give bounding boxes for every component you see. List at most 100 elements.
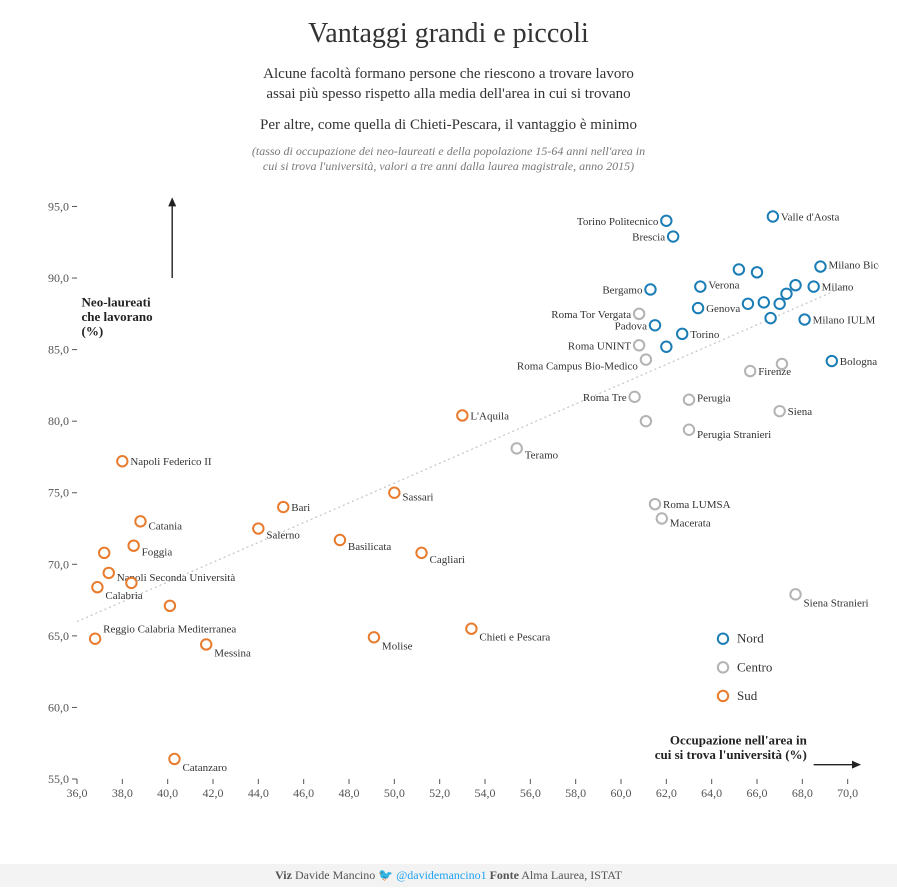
data-point bbox=[103, 567, 113, 577]
y-axis-arrowhead bbox=[168, 197, 176, 206]
data-point bbox=[767, 211, 777, 221]
data-point bbox=[790, 280, 800, 290]
point-label: Reggio Calabria Mediterranea bbox=[103, 623, 236, 635]
data-point bbox=[733, 264, 743, 274]
data-point bbox=[677, 328, 687, 338]
data-point bbox=[89, 633, 99, 643]
legend-label: Sud bbox=[737, 688, 758, 703]
data-point bbox=[640, 354, 650, 364]
data-point bbox=[640, 416, 650, 426]
data-point bbox=[368, 632, 378, 642]
point-label: Brescia bbox=[632, 231, 665, 243]
x-tick-label: 62,0 bbox=[655, 786, 676, 800]
y-tick-label: 55,0 bbox=[48, 772, 69, 786]
note-line2: cui si trova l'università, valori a tre … bbox=[263, 159, 634, 173]
credits-source: Alma Laurea, ISTAT bbox=[521, 868, 622, 882]
point-label: Torino bbox=[690, 329, 720, 341]
point-label: Perugia Stranieri bbox=[697, 428, 771, 440]
x-tick-label: 46,0 bbox=[293, 786, 314, 800]
point-label: Milano Bicocca bbox=[828, 259, 879, 271]
credits-twitter: @davidemancino1 bbox=[396, 868, 486, 882]
x-tick-label: 54,0 bbox=[474, 786, 495, 800]
data-point bbox=[253, 523, 263, 533]
data-point bbox=[389, 487, 399, 497]
point-label: Molise bbox=[381, 640, 412, 652]
data-point bbox=[751, 267, 761, 277]
point-label: Siena bbox=[787, 406, 812, 418]
data-point bbox=[645, 284, 655, 294]
data-point bbox=[774, 406, 784, 416]
point-label: Genova bbox=[706, 303, 740, 315]
subtitle-line1: Alcune facoltà formano persone che riesc… bbox=[263, 66, 634, 82]
data-point bbox=[799, 314, 809, 324]
legend-label: Centro bbox=[737, 659, 772, 674]
data-point bbox=[661, 341, 671, 351]
note-line1: (tasso di occupazione dei neo-laureati e… bbox=[252, 144, 645, 158]
y-axis-label: che lavorano bbox=[81, 309, 152, 324]
subtitle-line2: assai più spesso rispetto alla media del… bbox=[266, 86, 630, 102]
data-point bbox=[656, 513, 666, 523]
point-label: Messina bbox=[214, 647, 251, 659]
data-point bbox=[667, 231, 677, 241]
data-point bbox=[633, 308, 643, 318]
credits-author: Davide Mancino bbox=[295, 868, 375, 882]
x-tick-label: 44,0 bbox=[247, 786, 268, 800]
point-label: Padova bbox=[614, 320, 647, 332]
data-point bbox=[781, 288, 791, 298]
x-tick-label: 56,0 bbox=[519, 786, 540, 800]
point-label: Milano IULM bbox=[812, 314, 875, 326]
point-label: Roma UNINT bbox=[567, 340, 631, 352]
point-label: Napoli Federico II bbox=[130, 456, 212, 468]
point-label: Basilicata bbox=[347, 541, 390, 553]
x-axis-arrowhead bbox=[852, 760, 861, 768]
data-point bbox=[692, 303, 702, 313]
source-label: Fonte bbox=[490, 868, 519, 882]
data-point bbox=[661, 215, 671, 225]
point-label: Verona bbox=[708, 279, 739, 291]
point-label: Cagliari bbox=[429, 554, 464, 566]
data-point bbox=[278, 502, 288, 512]
point-label: Roma Tor Vergata bbox=[551, 309, 631, 321]
x-tick-label: 68,0 bbox=[791, 786, 812, 800]
data-point bbox=[169, 753, 179, 763]
chart-container: Vantaggi grandi e piccoli Alcune facoltà… bbox=[0, 0, 897, 891]
x-tick-label: 52,0 bbox=[429, 786, 450, 800]
y-tick-label: 70,0 bbox=[48, 557, 69, 571]
point-label: Salerno bbox=[266, 529, 300, 541]
data-point bbox=[416, 547, 426, 557]
x-tick-label: 58,0 bbox=[565, 786, 586, 800]
data-point bbox=[695, 281, 705, 291]
point-label: Milano bbox=[821, 281, 853, 293]
point-label: Perugia bbox=[697, 392, 731, 404]
point-label: Teramo bbox=[524, 449, 558, 461]
y-tick-label: 95,0 bbox=[48, 199, 69, 213]
data-point bbox=[629, 391, 639, 401]
x-tick-label: 70,0 bbox=[837, 786, 858, 800]
viz-label: Viz bbox=[275, 868, 292, 882]
point-label: Siena Stranieri bbox=[803, 597, 868, 609]
data-point bbox=[135, 516, 145, 526]
x-tick-label: 66,0 bbox=[746, 786, 767, 800]
data-point bbox=[774, 298, 784, 308]
x-tick-label: 38,0 bbox=[111, 786, 132, 800]
point-label: Roma Campus Bio-Medico bbox=[516, 360, 637, 372]
data-point bbox=[649, 320, 659, 330]
twitter-icon: 🐦 bbox=[378, 868, 393, 882]
point-label: Foggia bbox=[141, 546, 172, 558]
y-tick-label: 65,0 bbox=[48, 629, 69, 643]
data-point bbox=[745, 366, 755, 376]
chart-subtitle: Alcune facoltà formano persone che riesc… bbox=[0, 64, 897, 105]
data-point bbox=[815, 261, 825, 271]
data-point bbox=[776, 358, 786, 368]
x-tick-label: 40,0 bbox=[157, 786, 178, 800]
x-tick-label: 64,0 bbox=[701, 786, 722, 800]
legend-swatch bbox=[717, 662, 727, 672]
x-tick-label: 36,0 bbox=[66, 786, 87, 800]
point-label: Roma LUMSA bbox=[663, 499, 731, 511]
data-point bbox=[126, 577, 136, 587]
point-label: Catanzaro bbox=[182, 762, 227, 774]
data-point bbox=[742, 298, 752, 308]
x-tick-label: 60,0 bbox=[610, 786, 631, 800]
point-label: Catania bbox=[148, 520, 182, 532]
point-label: Bari bbox=[291, 502, 310, 514]
